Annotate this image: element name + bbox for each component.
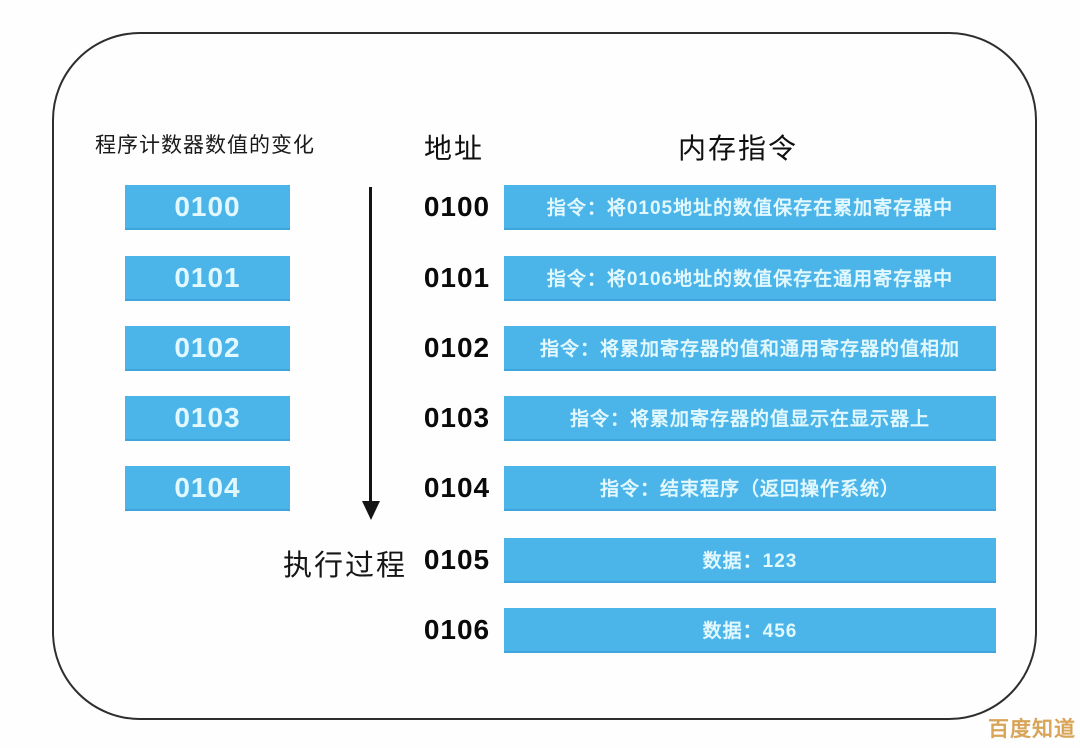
address-label: 0101: [423, 261, 491, 293]
pc-value-box: 0104: [125, 466, 290, 511]
address-label: 0100: [423, 190, 491, 222]
memory-instruction-box: 指令：将累加寄存器的值显示在显示器上: [504, 396, 996, 441]
memory-instruction-box: 指令：将0106地址的数值保存在通用寄存器中: [504, 256, 996, 301]
memory-instruction-box: 指令：结束程序（返回操作系统）: [504, 466, 996, 511]
memory-instruction-box: 指令：将0105地址的数值保存在累加寄存器中: [504, 185, 996, 230]
address-label: 0103: [423, 401, 491, 433]
address-label: 0104: [423, 471, 491, 503]
memory-data-box: 数据：456: [504, 608, 996, 653]
pc-value-box: 0102: [125, 326, 290, 371]
execution-process-label: 执行过程: [283, 550, 408, 582]
down-arrow-head-icon: [362, 501, 380, 520]
address-label: 0106: [423, 613, 491, 645]
pc-value-box: 0103: [125, 396, 290, 441]
pc-value-box: 0101: [125, 256, 290, 301]
address-label: 0105: [423, 543, 491, 575]
memory-data-box: 数据：123: [504, 538, 996, 583]
baidu-zhidao-watermark: 百度知道: [988, 718, 1076, 741]
memory-instruction-box: 指令：将累加寄存器的值和通用寄存器的值相加: [504, 326, 996, 371]
program-counter-column-header: 程序计数器数值的变化: [95, 134, 315, 157]
address-label: 0102: [423, 331, 491, 363]
memory-instruction-column-header: 内存指令: [678, 133, 799, 164]
address-column-header: 地址: [424, 133, 485, 164]
pc-value-box: 0100: [125, 185, 290, 230]
diagram-rounded-border: [52, 32, 1037, 720]
down-arrow-line: [369, 187, 372, 502]
